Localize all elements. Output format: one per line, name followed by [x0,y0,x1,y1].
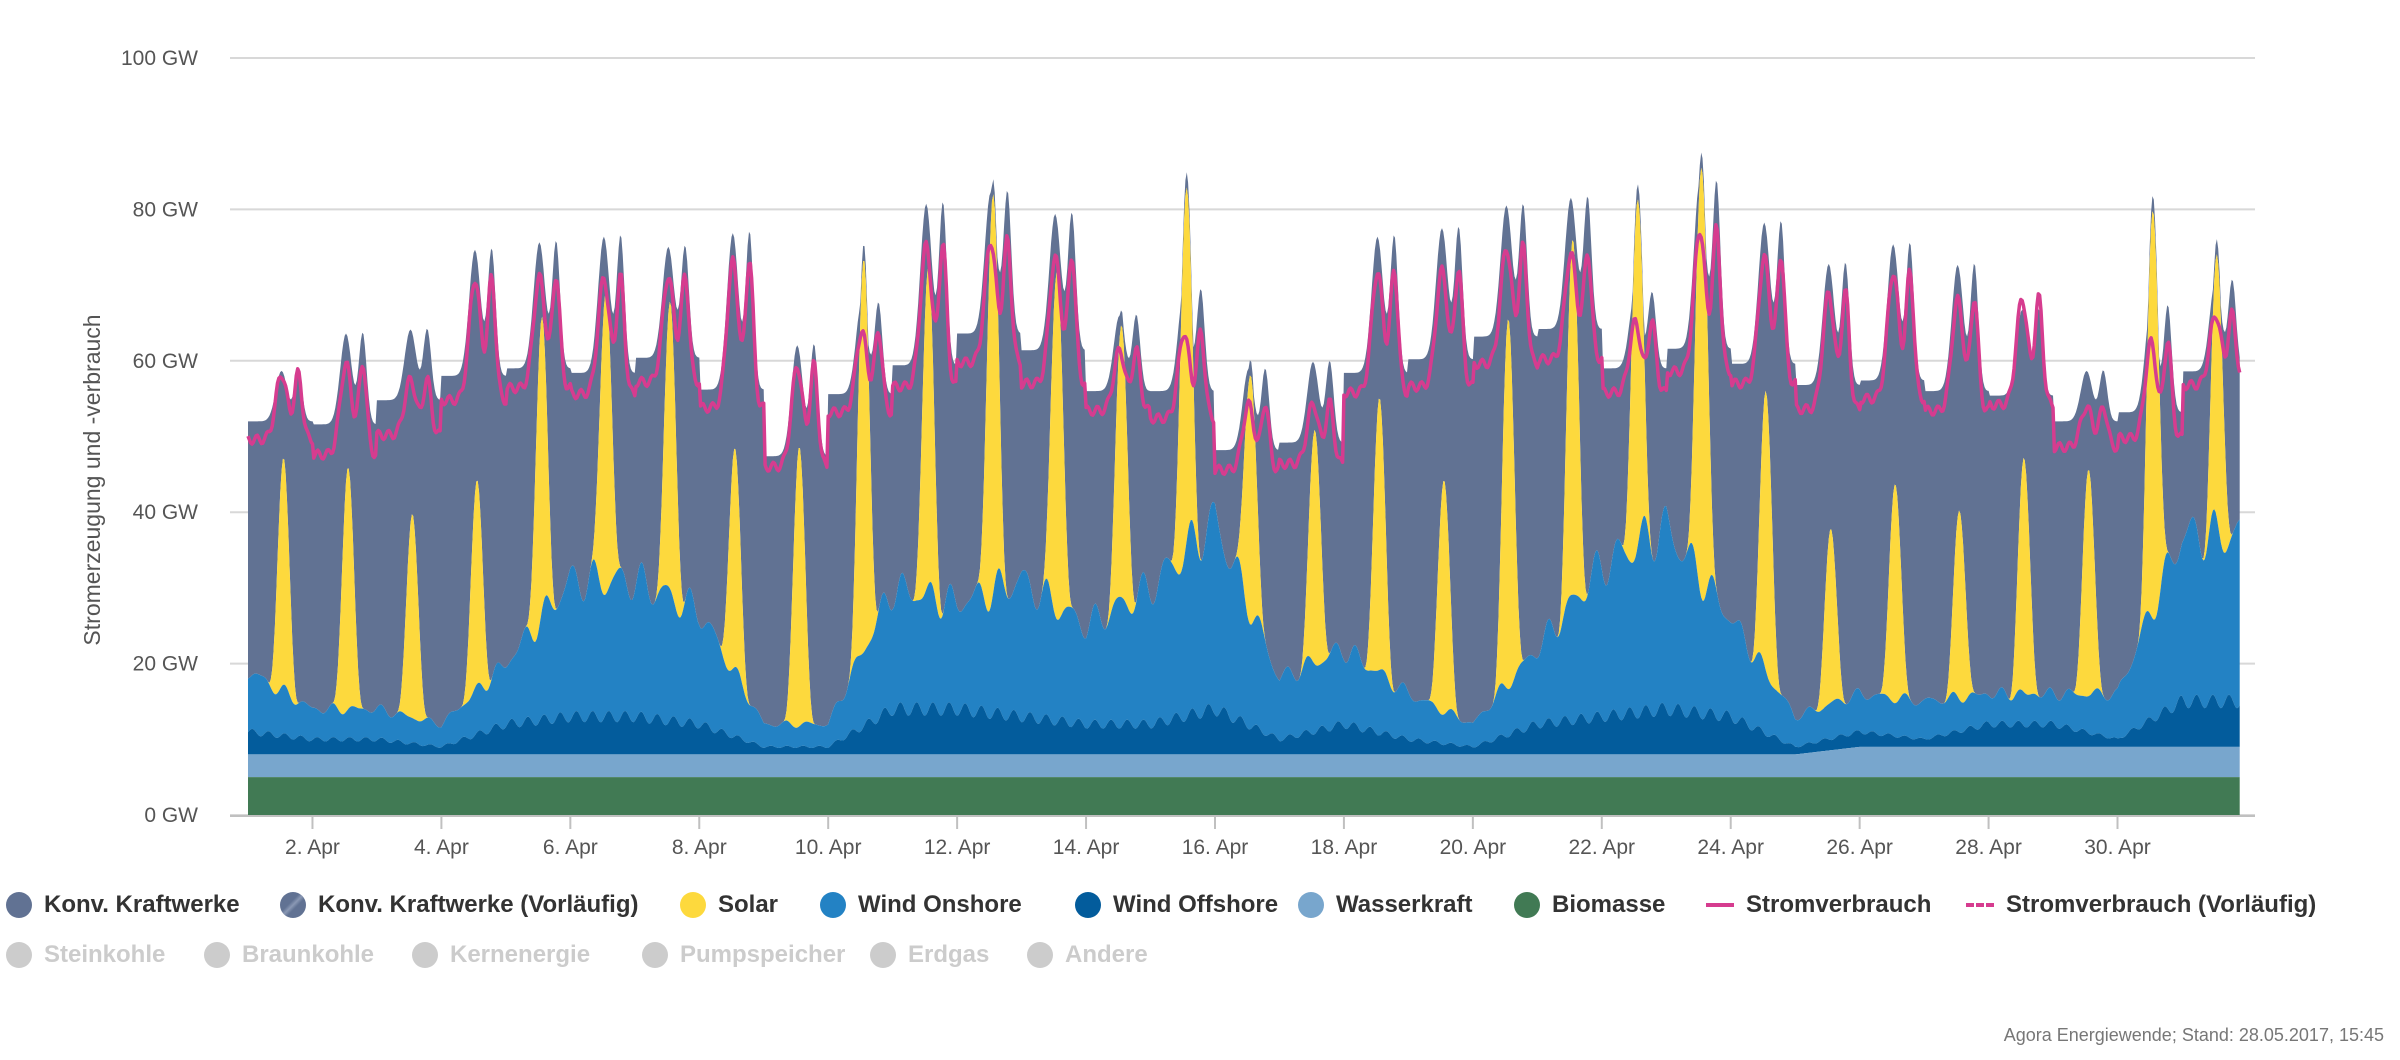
legend-item-braunkohle[interactable]: Braunkohle [204,940,374,970]
x-tick-label: 6. Apr [543,836,598,859]
legend-swatch-icon [6,942,32,968]
y-tick-label: 40 GW [133,501,199,524]
legend-item-stromverbrauch[interactable]: Stromverbrauch [1706,890,1931,920]
legend-item-stromverbrauch-vorläufig[interactable]: Stromverbrauch (Vorläufig) [1966,890,2316,920]
x-tick-label: 18. Apr [1311,836,1378,859]
legend-item-solar[interactable]: Solar [680,890,778,920]
credits: Agora Energiewende; Stand: 28.05.2017, 1… [2003,1025,2384,1045]
y-axis-title: Stromerzeugung und -verbrauch [79,314,105,645]
legend-label: Andere [1065,941,1148,968]
chart: 0 GW 20 GW 40 GW 60 GW 80 GW 100 GW 2. Apr 4. … [79,47,2255,859]
legend-swatch-icon [1027,942,1053,968]
legend-swatch-icon [204,942,230,968]
x-tick-label: 4. Apr [414,836,469,859]
legend-swatch-icon [1966,903,1994,907]
y-tick-label: 100 GW [121,47,198,70]
legend-label: Kernenergie [450,941,591,968]
area-wind-offshore [248,694,2240,755]
y-tick-label: 80 GW [133,198,199,221]
legend-swatch-icon [280,892,306,918]
legend-label: Wind Onshore [858,891,1022,918]
legend-item-erdgas[interactable]: Erdgas [870,940,989,970]
x-tick-label: 8. Apr [672,836,727,859]
legend-label: Stromverbrauch (Vorläufig) [2006,891,2317,918]
legend-item-steinkohle[interactable]: Steinkohle [6,940,165,970]
legend-swatch-icon [1075,892,1101,918]
legend-swatch-icon [1706,903,1734,907]
y-axis-ticks: 0 GW 20 GW 40 GW 60 GW 80 GW 100 GW [121,47,198,827]
y-tick-label: 60 GW [133,350,199,373]
legend-item-andere[interactable]: Andere [1027,940,1148,970]
legend-swatch-icon [1514,892,1540,918]
y-tick-label: 20 GW [133,653,199,676]
legend-swatch-icon [820,892,846,918]
x-tick-label: 30. Apr [2084,836,2151,859]
legend-item-wind-offshore[interactable]: Wind Offshore [1075,890,1278,920]
legend-label: Pumpspeicher [680,941,846,968]
x-tick-label: 28. Apr [1955,836,2022,859]
legend-item-wasserkraft[interactable]: Wasserkraft [1298,890,1473,920]
legend-swatch-icon [680,892,706,918]
area-wind-onshore [248,502,2240,748]
legend-item-kernenergie[interactable]: Kernenergie [412,940,590,970]
legend-label: Braunkohle [242,941,375,968]
legend-item-wind-onshore[interactable]: Wind Onshore [820,890,1022,920]
legend-label: Konv. Kraftwerke (Vorläufig) [318,891,639,918]
legend-swatch-icon [642,942,668,968]
legend-label: Wasserkraft [1336,891,1473,918]
x-tick-label: 24. Apr [1697,836,1764,859]
x-tick-label: 16. Apr [1182,836,1249,859]
legend-label: Erdgas [908,941,990,968]
legend-swatch-icon [412,942,438,968]
legend-label: Wind Offshore [1113,891,1279,918]
plot-lines [246,223,2242,476]
x-tick-label: 12. Apr [924,836,991,859]
legend-label: Stromverbrauch [1746,891,1932,918]
legend-swatch-icon [1298,892,1324,918]
legend-item-pumpspeicher[interactable]: Pumpspeicher [642,940,845,970]
legend-swatch-icon [6,892,32,918]
x-axis-ticks: 2. Apr 4. Apr 6. Apr 8. Apr 10. Apr 12. Apr 14… [285,816,2151,859]
x-tick-label: 26. Apr [1826,836,1893,859]
area-wasserkraft [248,746,2240,778]
x-tick-label: 20. Apr [1440,836,1507,859]
line-stromverbrauch [246,223,2242,476]
legend-item-biomasse[interactable]: Biomasse [1514,890,1665,920]
x-tick-label: 10. Apr [795,836,862,859]
legend-label: Konv. Kraftwerke [44,891,240,918]
legend-item-konv-kraftwerke-vorläufig[interactable]: Konv. Kraftwerke (Vorläufig) [280,890,638,920]
area-biomasse [248,777,2240,815]
x-tick-label: 2. Apr [285,836,340,859]
legend-item-konv-kraftwerke[interactable]: Konv. Kraftwerke [6,890,240,920]
legend-label: Biomasse [1552,891,1666,918]
legend-swatch-icon [870,942,896,968]
legend-label: Solar [718,891,779,918]
x-tick-label: 14. Apr [1053,836,1120,859]
y-tick-label: 0 GW [144,804,198,827]
x-tick-label: 22. Apr [1569,836,1636,859]
legend-label: Steinkohle [44,941,166,968]
plot-areas [248,152,2240,815]
